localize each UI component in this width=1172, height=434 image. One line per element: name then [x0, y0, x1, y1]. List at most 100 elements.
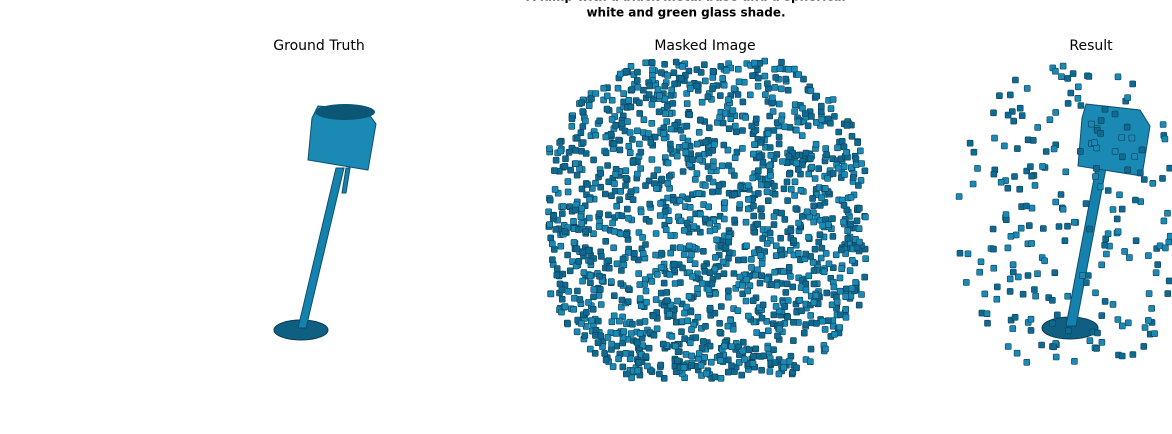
voxel	[579, 139, 587, 146]
voxel	[664, 72, 671, 79]
voxel	[576, 296, 584, 303]
voxel	[627, 330, 635, 337]
voxel	[1085, 272, 1092, 279]
voxel	[610, 140, 618, 148]
voxel	[798, 132, 806, 139]
voxel	[576, 165, 583, 172]
voxel	[759, 301, 767, 309]
voxel	[683, 303, 690, 311]
voxel	[550, 212, 558, 220]
voxel	[752, 345, 760, 353]
voxel	[656, 212, 664, 219]
voxel	[637, 302, 645, 310]
voxel	[1086, 225, 1093, 233]
voxel	[597, 170, 605, 177]
voxel	[616, 196, 623, 203]
voxel	[966, 139, 974, 147]
voxel	[817, 254, 825, 262]
voxel	[642, 241, 649, 248]
voxel	[547, 234, 555, 242]
voxel	[1009, 325, 1017, 332]
voxel	[778, 58, 785, 66]
voxel	[696, 156, 703, 163]
voxel	[594, 317, 602, 325]
voxel	[611, 187, 619, 195]
voxel	[1065, 327, 1072, 335]
voxel	[734, 91, 742, 98]
voxel	[736, 201, 744, 208]
voxel	[862, 255, 869, 262]
voxel	[780, 268, 787, 275]
voxel	[578, 205, 586, 212]
voxel	[1028, 240, 1035, 247]
voxel	[558, 295, 566, 303]
voxel	[806, 358, 814, 366]
voxel	[1009, 268, 1017, 276]
voxel	[1149, 180, 1157, 187]
voxel	[1111, 148, 1119, 155]
voxel	[604, 162, 611, 169]
voxel	[645, 344, 653, 352]
voxel	[856, 238, 863, 246]
voxel	[586, 345, 594, 353]
voxel	[790, 237, 797, 244]
voxel	[601, 190, 609, 198]
voxel	[1104, 187, 1112, 194]
voxel	[656, 370, 663, 378]
voxel	[796, 296, 804, 304]
voxel	[758, 181, 765, 189]
masked-voxels	[545, 57, 869, 382]
voxel	[781, 123, 789, 131]
voxel	[725, 96, 732, 103]
voxel	[821, 185, 829, 192]
voxel	[763, 275, 771, 283]
voxel	[736, 273, 744, 281]
voxel	[795, 71, 803, 78]
voxel	[622, 182, 629, 189]
voxel	[1160, 217, 1168, 225]
voxel	[831, 113, 838, 120]
voxel	[1101, 105, 1109, 113]
voxel	[646, 82, 654, 90]
voxel	[717, 303, 725, 310]
voxel	[552, 156, 560, 164]
voxel	[614, 84, 622, 92]
voxel	[1050, 343, 1058, 351]
voxel	[566, 267, 574, 275]
voxel	[627, 188, 635, 195]
voxel	[822, 345, 829, 353]
voxel	[1049, 319, 1056, 327]
voxel	[561, 303, 569, 310]
voxel	[682, 149, 690, 156]
voxel	[1034, 270, 1041, 278]
voxel	[665, 217, 673, 224]
voxel	[1052, 67, 1059, 75]
voxel	[787, 185, 795, 193]
voxel	[1071, 218, 1078, 226]
voxel	[1124, 166, 1131, 174]
voxel	[597, 301, 605, 308]
voxel	[685, 292, 693, 300]
voxel	[1077, 148, 1084, 155]
voxel	[1093, 345, 1100, 352]
voxel	[633, 77, 641, 84]
voxel	[686, 85, 694, 92]
voxel	[1006, 275, 1014, 283]
voxel	[716, 357, 724, 365]
voxel	[659, 130, 667, 137]
voxel	[640, 116, 648, 123]
voxel	[785, 153, 793, 160]
voxel	[664, 159, 672, 167]
voxel	[723, 67, 730, 74]
voxel	[602, 149, 610, 157]
voxel	[679, 264, 686, 272]
voxel	[588, 185, 596, 192]
voxel	[629, 320, 636, 328]
voxel	[835, 164, 842, 172]
voxel	[803, 208, 811, 216]
voxel	[840, 218, 847, 226]
voxel	[764, 327, 772, 335]
voxel	[575, 226, 582, 233]
voxel	[794, 166, 802, 173]
voxel	[625, 214, 632, 222]
